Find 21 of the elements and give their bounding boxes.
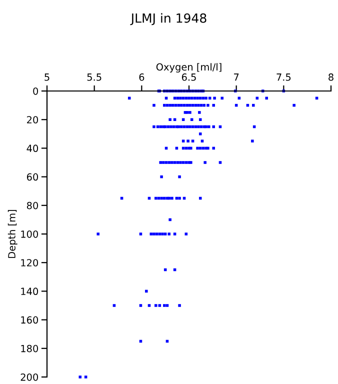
y-tick-label: 160 (21, 316, 38, 324)
x-axis-title: Oxygen [ml/l] (156, 63, 222, 72)
y-tick-label: 60 (26, 173, 38, 181)
y-tick-label: 100 (21, 230, 38, 238)
x-tick-label: 7.5 (276, 74, 291, 81)
x-tick-label: 5.5 (87, 74, 102, 81)
x-tick-label: 6.5 (182, 73, 196, 81)
y-tick-label: 20 (27, 116, 38, 124)
y-tick-label: 140 (21, 288, 38, 296)
y-tick-label: 80 (26, 202, 38, 210)
chart-title: JLMJ in 1948 (130, 13, 206, 26)
x-tick-label: 5 (44, 74, 50, 81)
x-tick-label: 8 (328, 73, 334, 81)
y-tick-label: 40 (26, 144, 38, 152)
x-tick-label: 7 (234, 74, 239, 81)
y-tick-label: 0 (33, 87, 38, 95)
y-tick-label: 180 (21, 344, 38, 352)
x-tick-label: 6 (139, 73, 144, 81)
y-tick-label: 120 (21, 259, 38, 266)
y-tick-label: 200 (20, 373, 38, 381)
y-axis-title: Depth [m] (8, 210, 18, 258)
